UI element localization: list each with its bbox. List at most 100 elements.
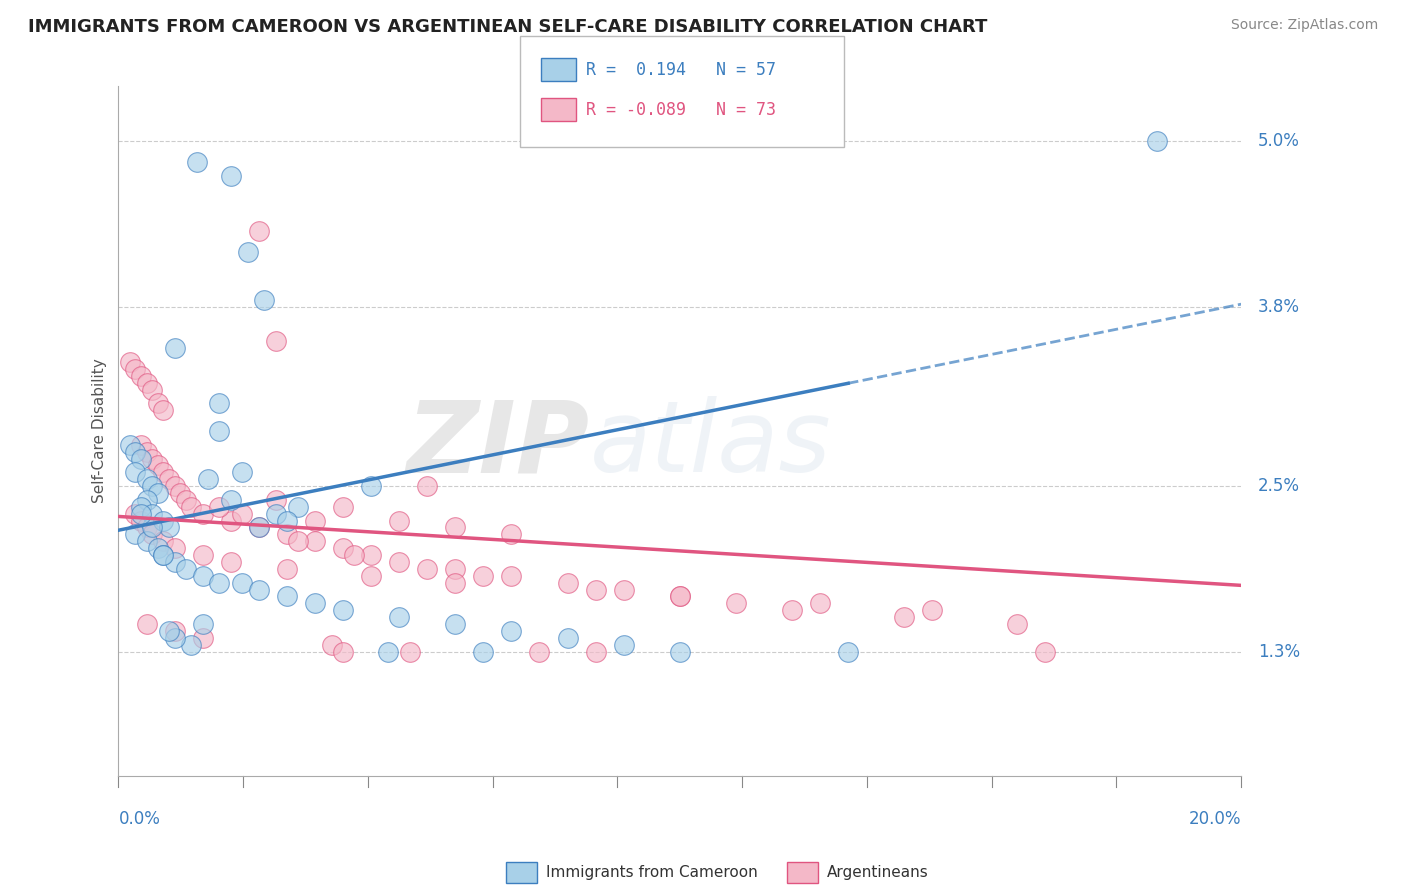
Point (135, 534, 157, 549)
Point (893, 610, 915, 624)
Point (163, 631, 186, 645)
Text: Immigrants from Cameroon: Immigrants from Cameroon (546, 865, 758, 880)
Point (163, 479, 186, 493)
Point (276, 514, 298, 528)
Text: 5.0%: 5.0% (1258, 133, 1301, 151)
Point (186, 155, 208, 169)
Point (129, 500, 152, 514)
Point (152, 534, 174, 549)
Point (163, 555, 186, 569)
Point (1033, 644, 1056, 658)
Point (780, 603, 803, 617)
Point (191, 631, 214, 645)
Point (287, 534, 309, 549)
Point (668, 644, 690, 658)
Text: 0.0%: 0.0% (118, 810, 160, 828)
Point (141, 527, 163, 541)
Point (1005, 617, 1028, 632)
Point (208, 500, 231, 514)
Point (247, 520, 270, 534)
Point (444, 562, 467, 576)
Point (129, 368, 152, 383)
Point (377, 644, 399, 658)
Point (163, 341, 186, 355)
Text: ZIP: ZIP (406, 396, 591, 493)
Point (264, 334, 287, 349)
Point (837, 644, 859, 658)
Point (163, 541, 186, 556)
Point (129, 451, 152, 466)
Point (388, 514, 411, 528)
Point (163, 624, 186, 638)
Text: atlas: atlas (591, 396, 831, 493)
Point (146, 541, 169, 556)
Point (169, 486, 191, 500)
Point (321, 638, 343, 652)
Point (129, 507, 152, 521)
Point (585, 582, 607, 597)
Point (180, 638, 202, 652)
Point (208, 396, 231, 410)
Point (146, 458, 169, 473)
Point (141, 507, 163, 521)
Point (124, 527, 146, 541)
Text: 1.3%: 1.3% (1258, 642, 1301, 661)
Point (668, 590, 690, 604)
Point (197, 472, 219, 486)
Point (124, 444, 146, 458)
Point (135, 492, 157, 507)
Text: IMMIGRANTS FROM CAMEROON VS ARGENTINEAN SELF-CARE DISABILITY CORRELATION CHART: IMMIGRANTS FROM CAMEROON VS ARGENTINEAN … (28, 18, 987, 36)
Point (174, 562, 197, 576)
Point (135, 444, 157, 458)
Point (191, 548, 214, 562)
Point (208, 424, 231, 438)
Point (152, 548, 174, 562)
Text: 20.0%: 20.0% (1188, 810, 1241, 828)
Point (388, 555, 411, 569)
Point (343, 548, 366, 562)
Point (332, 500, 354, 514)
Point (219, 492, 242, 507)
Point (157, 472, 180, 486)
Point (304, 514, 326, 528)
Point (247, 582, 270, 597)
Point (501, 624, 523, 638)
Point (613, 638, 636, 652)
Point (146, 486, 169, 500)
Point (276, 527, 298, 541)
Point (118, 438, 141, 452)
Point (157, 624, 180, 638)
Point (399, 644, 422, 658)
Point (416, 562, 439, 576)
Y-axis label: Self-Care Disability: Self-Care Disability (93, 359, 107, 503)
Point (118, 355, 141, 369)
Point (191, 507, 214, 521)
Point (231, 466, 253, 480)
Point (124, 362, 146, 376)
Point (135, 617, 157, 632)
Point (444, 520, 467, 534)
Point (141, 479, 163, 493)
Point (236, 244, 259, 259)
Point (141, 383, 163, 397)
Point (124, 507, 146, 521)
Point (152, 514, 174, 528)
Point (180, 500, 202, 514)
Point (253, 293, 276, 307)
Point (613, 582, 636, 597)
Point (264, 507, 287, 521)
Point (219, 169, 242, 183)
Point (191, 617, 214, 632)
Text: 2.5%: 2.5% (1258, 477, 1301, 495)
Point (129, 438, 152, 452)
Point (557, 631, 579, 645)
Point (124, 466, 146, 480)
Point (501, 568, 523, 582)
Point (360, 548, 382, 562)
Point (141, 451, 163, 466)
Point (501, 527, 523, 541)
Point (135, 472, 157, 486)
Point (276, 562, 298, 576)
Point (557, 575, 579, 590)
Point (332, 603, 354, 617)
